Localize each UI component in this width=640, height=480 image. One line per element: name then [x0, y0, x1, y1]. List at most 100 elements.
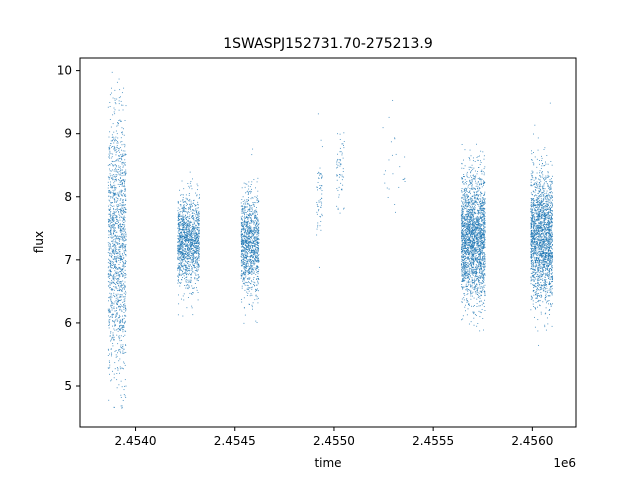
data-point [121, 310, 123, 312]
data-point [474, 268, 476, 270]
data-point [177, 238, 179, 240]
data-point [251, 306, 253, 308]
data-point [252, 278, 254, 280]
data-point [109, 236, 111, 238]
data-point [480, 276, 482, 277]
data-point [196, 287, 197, 289]
data-point [481, 229, 483, 231]
data-point [242, 280, 243, 282]
data-point [465, 271, 467, 273]
data-point [255, 288, 257, 290]
data-point [249, 255, 251, 257]
data-point [198, 250, 200, 252]
data-point [114, 253, 115, 255]
data-point [243, 182, 245, 184]
data-point [471, 240, 473, 242]
data-point [319, 174, 321, 176]
data-point [120, 299, 122, 301]
data-point [121, 172, 123, 174]
data-point [187, 220, 189, 222]
data-point [483, 221, 485, 223]
data-point [256, 250, 258, 251]
data-point [468, 268, 470, 270]
data-point [179, 268, 181, 270]
data-point [123, 134, 125, 136]
data-point [194, 239, 195, 241]
data-point [116, 145, 118, 147]
data-point [483, 276, 485, 278]
data-point [318, 172, 320, 174]
data-point [118, 284, 120, 286]
data-point [112, 264, 114, 266]
data-point [185, 221, 187, 223]
data-point [461, 226, 463, 227]
data-point [113, 303, 115, 305]
data-point [242, 255, 244, 257]
data-point [189, 232, 191, 234]
data-point [117, 278, 118, 279]
data-point [196, 218, 197, 220]
data-point [480, 249, 481, 251]
data-point [479, 184, 480, 186]
data-point [123, 348, 125, 350]
data-point [121, 339, 123, 341]
data-point [177, 202, 179, 204]
data-point [470, 175, 472, 177]
data-point [177, 275, 179, 277]
data-point [248, 227, 250, 229]
data-point [109, 335, 111, 337]
data-point [477, 248, 479, 250]
data-point [116, 160, 118, 162]
data-point [394, 137, 396, 139]
data-point [122, 216, 124, 218]
data-point [472, 157, 474, 159]
data-point [250, 221, 252, 223]
data-point [113, 111, 115, 113]
data-point [121, 154, 123, 156]
data-point [177, 247, 179, 249]
data-point [247, 249, 249, 251]
data-point [108, 208, 110, 210]
data-point [125, 254, 127, 255]
data-point [246, 222, 248, 224]
data-point [188, 285, 190, 287]
data-point [191, 243, 193, 245]
data-point [123, 296, 125, 298]
data-point [181, 248, 183, 250]
data-point [480, 215, 482, 217]
data-point [112, 242, 114, 244]
data-point [474, 178, 476, 180]
data-point [477, 258, 479, 260]
data-point [109, 266, 111, 268]
data-point [119, 268, 121, 270]
data-point [244, 244, 246, 246]
data-point [252, 241, 254, 243]
data-point [251, 207, 253, 209]
data-point [476, 284, 478, 286]
data-point [189, 182, 191, 184]
data-point [115, 241, 117, 243]
data-point [196, 250, 197, 252]
data-point [186, 258, 188, 260]
data-point [250, 222, 252, 224]
data-point [250, 255, 251, 257]
data-point [119, 366, 121, 368]
data-point [185, 227, 187, 229]
data-point [338, 186, 340, 188]
data-point [181, 251, 183, 253]
data-point [182, 277, 183, 279]
data-point [244, 267, 246, 269]
data-point [244, 211, 246, 213]
data-point [113, 131, 115, 133]
data-point [465, 257, 467, 259]
data-point [189, 264, 191, 266]
data-point [191, 235, 193, 237]
data-point [189, 217, 191, 219]
data-point [472, 249, 474, 251]
data-point [253, 223, 255, 225]
data-point [484, 201, 486, 203]
data-point [185, 229, 187, 230]
data-point [112, 316, 113, 318]
data-point [469, 179, 471, 181]
data-point [109, 168, 111, 170]
